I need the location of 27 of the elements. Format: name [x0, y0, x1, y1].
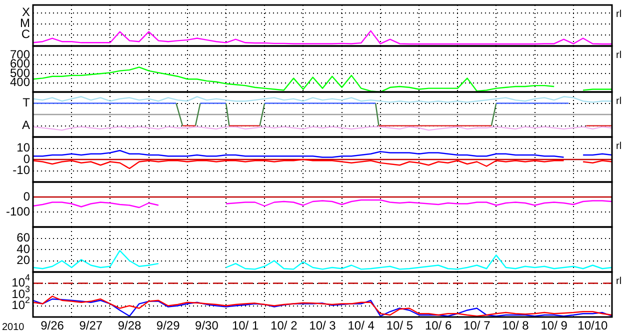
x-tick-label: 10/10: [578, 318, 608, 333]
y-tick-label: 0: [23, 189, 30, 204]
x-tick-label: 10/ 8: [502, 318, 530, 333]
x-tick-label: 10/ 3: [309, 318, 336, 333]
x-tick-label: 9/28: [118, 318, 142, 333]
x-tick-label: 10/ 7: [464, 318, 491, 333]
text: rl: [616, 96, 622, 107]
x-tick-label: 10/ 5: [386, 318, 414, 333]
x-tick-label: 9/26: [40, 318, 64, 333]
y-tick-label: -100: [6, 204, 30, 218]
x-tick-label: 9/30: [195, 318, 219, 333]
x-tick-label: 10/ 4: [348, 318, 375, 333]
x-tick-label: 10/ 1: [232, 318, 259, 333]
text: rl: [616, 8, 622, 20]
text: T: [22, 96, 31, 110]
x-tick-label: 9/27: [79, 318, 103, 333]
text: rl: [616, 276, 622, 287]
text: 2010: [2, 322, 25, 333]
text: rl: [616, 140, 622, 152]
y-tick-label: 20: [16, 253, 30, 268]
x-tick-label: 10/ 2: [270, 318, 298, 333]
x-tick-label: 9/29: [156, 318, 180, 333]
text: rl: [616, 50, 622, 61]
text: A: [22, 118, 30, 132]
y-tick-label: -10: [12, 163, 30, 178]
x-tick-label: 10/ 9: [540, 318, 568, 333]
x-tick-label: 10/ 6: [424, 318, 452, 333]
